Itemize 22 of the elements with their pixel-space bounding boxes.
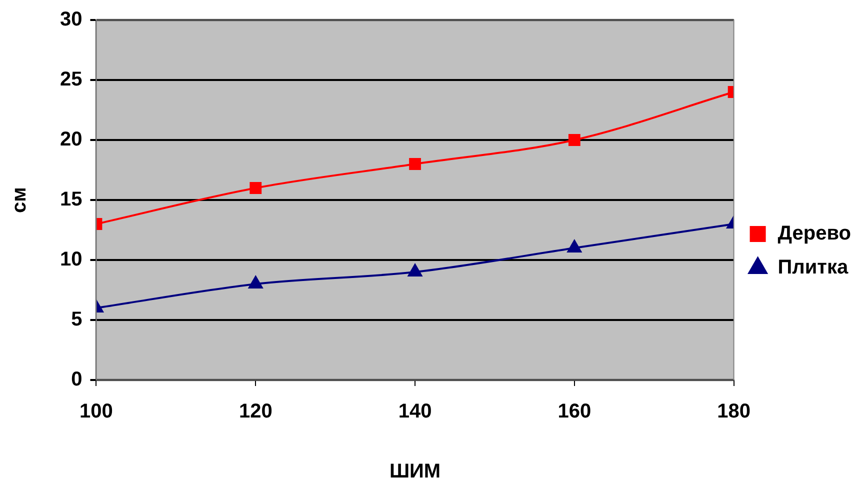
x-tick-label: 180 (717, 400, 750, 423)
point (248, 276, 263, 288)
point (250, 182, 262, 194)
y-axis-title: см (8, 187, 31, 213)
y-tick-label: 10 (60, 248, 82, 271)
x-tick-label: 100 (80, 400, 113, 423)
legend-label: Плитка (778, 256, 849, 279)
x-axis-title: ШИМ (389, 460, 441, 483)
point (568, 134, 580, 146)
y-tick-label: 30 (60, 8, 82, 31)
point (567, 240, 582, 252)
y-tick-label: 0 (71, 368, 82, 391)
y-tick-label: 5 (71, 308, 82, 331)
x-tick-label: 140 (398, 400, 432, 423)
y-tick-label: 25 (60, 68, 82, 91)
x-tick-label: 160 (558, 400, 592, 423)
point (408, 264, 422, 276)
y-tick-label: 15 (60, 188, 82, 211)
point (409, 158, 421, 170)
x-tick-label: 120 (238, 400, 272, 423)
y-tick-label: 20 (60, 128, 82, 151)
legend-label: Дерево (778, 222, 851, 245)
